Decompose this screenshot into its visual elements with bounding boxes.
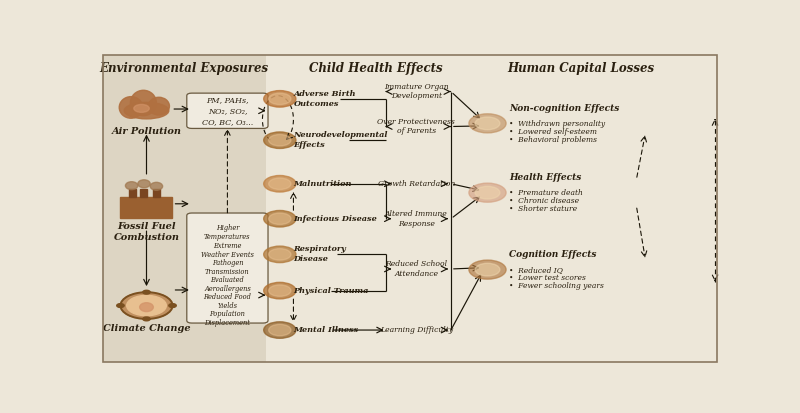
Text: Child Health Effects: Child Health Effects xyxy=(309,62,442,75)
Circle shape xyxy=(264,211,296,227)
Text: Neurodevelopmental
Effects: Neurodevelopmental Effects xyxy=(294,131,388,149)
Text: Growth Retardation: Growth Retardation xyxy=(378,180,455,188)
Circle shape xyxy=(269,285,291,297)
Ellipse shape xyxy=(150,182,162,190)
Text: Pathogen
Transmission: Pathogen Transmission xyxy=(205,259,250,276)
Text: Higher
Temperatures: Higher Temperatures xyxy=(204,225,250,241)
Ellipse shape xyxy=(134,104,150,112)
Circle shape xyxy=(117,304,124,307)
FancyBboxPatch shape xyxy=(187,93,268,128)
Circle shape xyxy=(269,249,291,260)
Text: •  Premature death: • Premature death xyxy=(510,189,583,197)
Text: •  Shorter stature: • Shorter stature xyxy=(510,205,578,214)
Circle shape xyxy=(264,90,296,107)
Text: Learning Difficulty: Learning Difficulty xyxy=(380,326,453,334)
Circle shape xyxy=(475,263,500,276)
Circle shape xyxy=(264,176,296,192)
Bar xyxy=(129,188,136,197)
Circle shape xyxy=(469,114,506,133)
Circle shape xyxy=(142,290,150,294)
Text: Health Effects: Health Effects xyxy=(510,173,582,182)
Ellipse shape xyxy=(119,97,142,118)
Ellipse shape xyxy=(140,303,154,311)
Circle shape xyxy=(475,186,500,199)
Text: Infectious Disease: Infectious Disease xyxy=(294,215,377,223)
FancyBboxPatch shape xyxy=(103,55,266,362)
Ellipse shape xyxy=(126,182,138,190)
Circle shape xyxy=(269,324,291,336)
Text: •  Lowered self-esteem: • Lowered self-esteem xyxy=(510,128,597,136)
Text: Human Capital Losses: Human Capital Losses xyxy=(507,62,654,75)
Text: Altered Immune
Response: Altered Immune Response xyxy=(385,210,447,228)
Text: Physical Trauma: Physical Trauma xyxy=(294,287,369,294)
Text: Population
Displacement: Population Displacement xyxy=(205,310,250,327)
Ellipse shape xyxy=(124,102,169,119)
Text: Climate Change: Climate Change xyxy=(102,324,190,333)
Circle shape xyxy=(269,178,291,190)
Circle shape xyxy=(264,132,296,148)
FancyBboxPatch shape xyxy=(187,213,268,323)
Circle shape xyxy=(264,322,296,338)
Text: Mental Illness: Mental Illness xyxy=(294,326,358,334)
Bar xyxy=(153,188,159,197)
Text: •  Fewer schooling years: • Fewer schooling years xyxy=(510,282,604,290)
Bar xyxy=(121,197,172,218)
Circle shape xyxy=(121,292,173,319)
Circle shape xyxy=(469,260,506,279)
Ellipse shape xyxy=(138,180,150,188)
Text: Adverse Birth
Outcomes: Adverse Birth Outcomes xyxy=(294,90,356,108)
Text: Fossil Fuel
Combustion: Fossil Fuel Combustion xyxy=(114,222,179,242)
Circle shape xyxy=(269,93,291,104)
Text: Non-cognition Effects: Non-cognition Effects xyxy=(510,104,619,112)
Text: Malnutrition: Malnutrition xyxy=(294,180,352,188)
Text: •  Reduced IQ: • Reduced IQ xyxy=(510,266,563,274)
Text: Evaluated
Aeroallergens: Evaluated Aeroallergens xyxy=(204,276,250,293)
Ellipse shape xyxy=(148,97,170,115)
Text: Cognition Effects: Cognition Effects xyxy=(510,250,597,259)
Text: Environmental Exposures: Environmental Exposures xyxy=(99,62,268,75)
Text: Extreme
Weather Events: Extreme Weather Events xyxy=(201,242,254,259)
Text: Air Pollution: Air Pollution xyxy=(111,126,182,135)
Text: •  Chronic disease: • Chronic disease xyxy=(510,197,579,205)
Circle shape xyxy=(142,317,150,321)
Text: Immature Organ
Development: Immature Organ Development xyxy=(384,83,449,100)
Text: PM, PAHs,
NO₂, SO₂,
CO, BC, O₃...: PM, PAHs, NO₂, SO₂, CO, BC, O₃... xyxy=(202,96,253,126)
Bar xyxy=(140,188,147,197)
Text: •  Withdrawn personality: • Withdrawn personality xyxy=(510,119,606,128)
Ellipse shape xyxy=(130,90,157,116)
Text: Reduced Food
Yields: Reduced Food Yields xyxy=(203,293,251,310)
Circle shape xyxy=(264,282,296,299)
Circle shape xyxy=(169,304,176,307)
Circle shape xyxy=(269,135,291,146)
Text: Reduced School
Attendance: Reduced School Attendance xyxy=(385,260,447,278)
Circle shape xyxy=(475,117,500,130)
Text: •  Behavioral problems: • Behavioral problems xyxy=(510,136,597,144)
Text: Respiratory
Disease: Respiratory Disease xyxy=(294,245,346,263)
Circle shape xyxy=(469,183,506,202)
Text: Over Protectiveness
of Parents: Over Protectiveness of Parents xyxy=(378,118,455,135)
Circle shape xyxy=(264,246,296,263)
Circle shape xyxy=(126,295,166,316)
Text: •  Lower test scores: • Lower test scores xyxy=(510,274,586,282)
Circle shape xyxy=(269,213,291,225)
